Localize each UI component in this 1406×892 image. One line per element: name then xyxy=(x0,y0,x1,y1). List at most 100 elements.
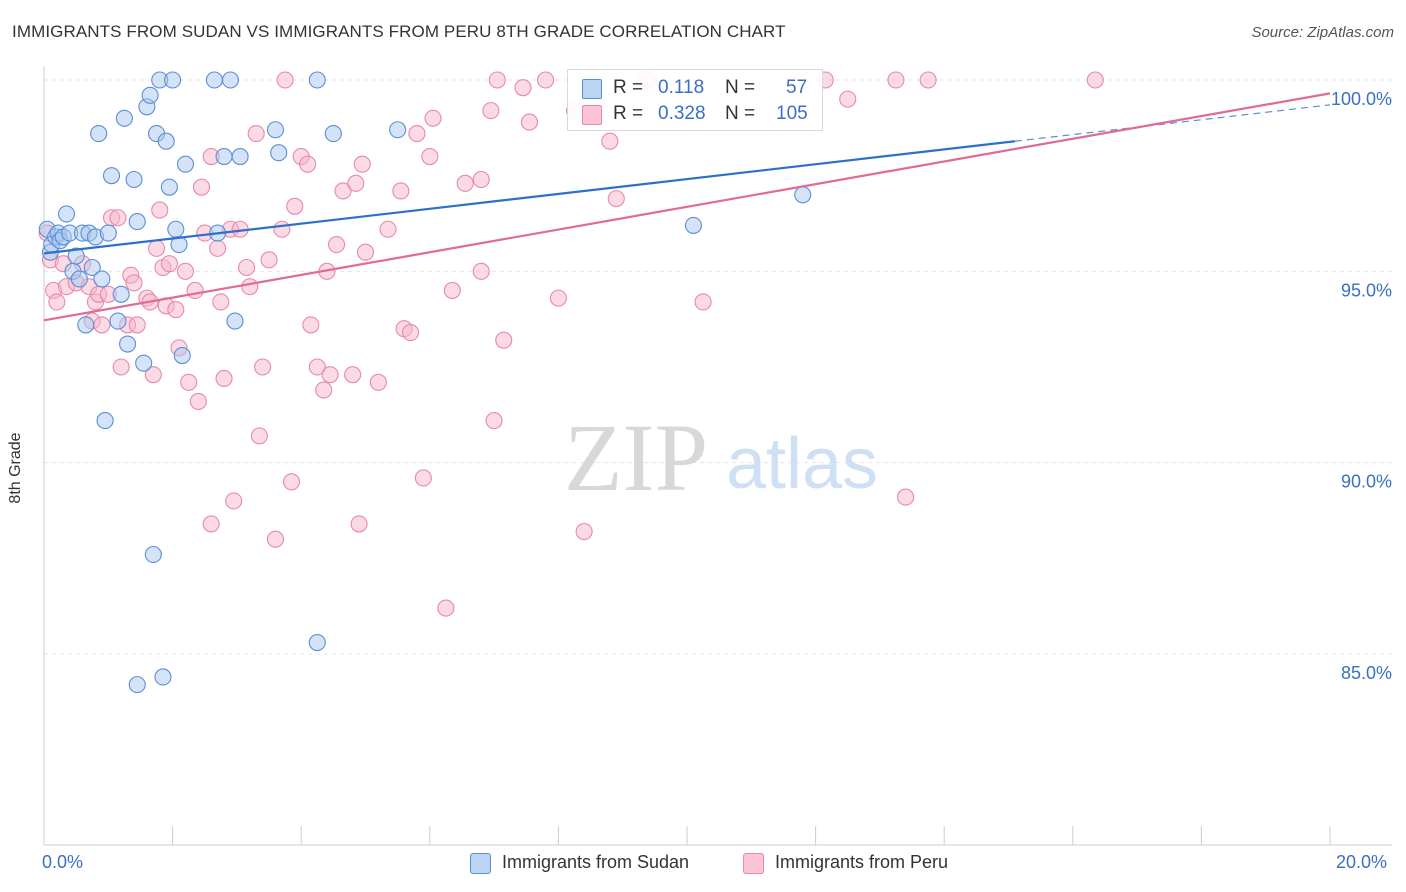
peru-point-53 xyxy=(276,71,294,89)
peru-point-79 xyxy=(437,599,455,617)
sudan-point-38 xyxy=(167,220,185,238)
peru-point-24 xyxy=(147,239,166,257)
peru-point-72 xyxy=(392,182,410,200)
peru-point-20 xyxy=(128,316,146,334)
sudan-point-39 xyxy=(170,235,188,254)
sudan-point-41 xyxy=(176,155,195,173)
legend-peru-swatch xyxy=(743,853,764,874)
sudan-point-21 xyxy=(102,167,121,185)
peru-point-28 xyxy=(160,255,178,273)
sudan-point-46 xyxy=(221,71,240,89)
peru-point-91 xyxy=(549,289,567,307)
sudan-point-23 xyxy=(112,285,130,303)
peru-point-77 xyxy=(421,147,439,166)
peru-point-71 xyxy=(379,220,397,238)
peru-point-98 xyxy=(694,293,712,311)
sudan-point-30 xyxy=(141,86,159,104)
sudan-point-52 xyxy=(324,125,342,143)
series-sudan-points xyxy=(38,71,812,694)
y-tick-label-3: 85.0% xyxy=(1341,663,1392,683)
watermark-atlas: atlas xyxy=(726,424,878,504)
peru-point-102 xyxy=(897,488,915,506)
peru-point-70 xyxy=(369,373,387,391)
sudan-point-43 xyxy=(205,71,223,89)
peru-point-50 xyxy=(260,251,278,269)
sudan-point-28 xyxy=(135,354,153,372)
sudan-point-42 xyxy=(128,676,146,694)
peru-point-76 xyxy=(414,469,432,487)
peru-point-47 xyxy=(247,125,265,143)
series-peru-points xyxy=(38,71,1104,617)
peru-point-29 xyxy=(167,301,185,319)
peru-point-94 xyxy=(601,132,619,150)
peru-point-15 xyxy=(109,209,127,227)
sudan-point-36 xyxy=(160,178,178,196)
peru-point-85 xyxy=(485,412,503,430)
peru-point-82 xyxy=(472,170,490,189)
sudan-point-20 xyxy=(99,224,117,242)
peru-point-64 xyxy=(334,182,352,200)
sudan-point-34 xyxy=(154,668,172,686)
peru-point-59 xyxy=(308,358,326,376)
peru-point-87 xyxy=(495,331,513,349)
sudan-point-47 xyxy=(226,312,244,330)
peru-point-101 xyxy=(887,71,905,89)
watermark-zip: ZIP xyxy=(564,404,708,511)
peru-r-label: R = xyxy=(613,103,644,124)
peru-n-value: 105 xyxy=(776,103,808,124)
peru-point-54 xyxy=(283,473,301,491)
peru-swatch xyxy=(582,105,602,125)
sudan-swatch xyxy=(582,79,602,99)
sudan-point-13 xyxy=(77,316,95,334)
sudan-point-22 xyxy=(109,312,127,330)
peru-point-55 xyxy=(286,197,304,215)
peru-point-69 xyxy=(356,243,375,261)
source-credit: Source: ZipAtlas.com xyxy=(1251,24,1394,41)
trend-lines xyxy=(43,92,1331,322)
peru-point-43 xyxy=(225,492,243,510)
sudan-point-24 xyxy=(115,109,133,127)
sudan-point-35 xyxy=(157,132,175,150)
y-tick-label-2: 90.0% xyxy=(1341,472,1392,492)
peru-point-100 xyxy=(839,90,857,108)
legend-peru-label: Immigrants from Peru xyxy=(775,852,949,872)
peru-point-65 xyxy=(344,366,362,384)
peru-point-104 xyxy=(1086,71,1104,89)
peru-point-86 xyxy=(488,71,506,89)
sudan-point-49 xyxy=(266,121,285,139)
sudan-point-37 xyxy=(164,71,182,89)
peru-point-52 xyxy=(273,220,291,238)
peru-point-66 xyxy=(347,174,365,192)
peru-point-62 xyxy=(321,366,339,384)
peru-point-51 xyxy=(266,530,285,548)
peru-point-83 xyxy=(472,262,490,280)
sudan-point-53 xyxy=(308,633,326,652)
sudan-n-value: 57 xyxy=(786,77,808,98)
sudan-point-10 xyxy=(67,247,85,265)
peru-point-68 xyxy=(353,155,371,173)
peru-point-34 xyxy=(189,392,207,410)
x-tick-min: 0.0% xyxy=(42,852,84,872)
peru-point-63 xyxy=(328,235,346,254)
peru-point-60 xyxy=(315,381,333,399)
peru-point-41 xyxy=(215,369,233,388)
sudan-point-26 xyxy=(125,170,143,189)
legend-sudan-label: Immigrants from Sudan xyxy=(502,852,690,872)
peru-point-32 xyxy=(180,373,198,391)
sudan-point-17 xyxy=(90,125,108,143)
peru-point-16 xyxy=(112,358,130,376)
y-tick-label-0: 100.0% xyxy=(1331,89,1392,109)
x-tick-max: 20.0% xyxy=(1336,852,1388,872)
peru-point-23 xyxy=(144,366,162,384)
sudan-point-55 xyxy=(684,216,702,234)
sudan-point-25 xyxy=(119,335,137,353)
y-tick-labels: 100.0% 95.0% 90.0% 85.0% xyxy=(1331,89,1392,683)
peru-point-95 xyxy=(607,190,625,208)
peru-point-80 xyxy=(443,281,461,300)
peru-point-58 xyxy=(302,316,320,334)
sudan-point-15 xyxy=(83,258,101,277)
sudan-point-11 xyxy=(70,270,88,288)
peru-point-103 xyxy=(919,71,937,89)
sudan-point-40 xyxy=(173,346,191,365)
